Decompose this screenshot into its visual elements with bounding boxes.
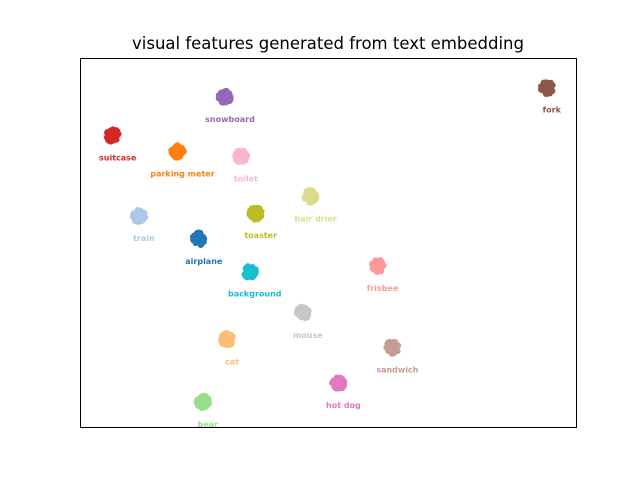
- point-hair-drier: [310, 195, 317, 202]
- scatter-marks: fork snowboard suitcase parking meter toilet…: [99, 79, 562, 429]
- cluster-sandwich: sandwich: [376, 338, 419, 375]
- point-toaster: [253, 205, 260, 212]
- cluster-label-mouse: mouse: [293, 331, 323, 340]
- point-hair-drier: [304, 193, 311, 200]
- cluster-label-airplane: airplane: [185, 257, 223, 266]
- point-hair-drier: [307, 187, 314, 194]
- point-hot-dog: [331, 383, 338, 390]
- point-toilet: [239, 148, 246, 155]
- cluster-label-hot-dog: hot dog: [326, 401, 361, 410]
- point-suitcase: [107, 138, 114, 145]
- point-bear: [199, 405, 206, 412]
- point-toaster: [253, 216, 260, 223]
- cluster-label-cat: cat: [225, 357, 239, 366]
- point-background: [241, 271, 248, 278]
- point-airplane: [189, 233, 196, 240]
- point-background: [249, 264, 256, 271]
- point-cat: [228, 340, 235, 347]
- cluster-toilet: toilet: [232, 147, 258, 184]
- point-suitcase: [112, 135, 119, 142]
- point-toaster: [257, 210, 264, 217]
- cluster-toaster: toaster: [244, 204, 277, 240]
- cluster-hot-dog: hot dog: [326, 374, 361, 410]
- cluster-hair-drier: hair drier: [295, 187, 337, 223]
- point-airplane: [195, 229, 202, 236]
- point-sandwich: [391, 345, 398, 352]
- cluster-snowboard: snowboard: [205, 87, 255, 124]
- point-background: [247, 268, 254, 275]
- point-toaster: [246, 211, 253, 218]
- cluster-suitcase: suitcase: [99, 126, 137, 163]
- point-fork: [545, 82, 552, 89]
- point-suitcase: [107, 127, 114, 134]
- cluster-frisbee: frisbee: [367, 256, 399, 293]
- point-background: [243, 264, 250, 271]
- cluster-label-suitcase: suitcase: [99, 154, 137, 163]
- point-hot-dog: [338, 380, 345, 387]
- point-bear: [201, 394, 208, 401]
- point-train: [133, 213, 140, 220]
- cluster-airplane: airplane: [185, 229, 223, 266]
- point-toilet: [233, 157, 240, 164]
- point-airplane: [192, 240, 199, 247]
- cluster-fork: fork: [537, 79, 562, 115]
- plot-area-frame: [80, 58, 577, 428]
- cluster-label-frisbee: frisbee: [367, 284, 399, 293]
- cluster-bear: bear: [193, 392, 219, 429]
- point-train: [138, 211, 145, 218]
- chart-title: visual features generated from text embe…: [132, 34, 524, 53]
- cluster-cat: cat: [218, 329, 239, 366]
- point-cat: [223, 340, 229, 347]
- point-cat: [228, 334, 235, 341]
- point-mouse: [303, 310, 310, 317]
- point-snowboard: [221, 94, 228, 101]
- cluster-label-hair-drier: hair drier: [295, 214, 337, 223]
- cluster-label-sandwich: sandwich: [376, 366, 418, 375]
- point-train: [138, 216, 145, 223]
- point-toilet: [242, 157, 249, 164]
- point-sandwich: [392, 340, 399, 347]
- point-parking-meter: [173, 143, 180, 150]
- point-cat: [224, 329, 231, 336]
- cluster-parking-meter: parking meter: [150, 142, 215, 178]
- point-cat: [218, 336, 225, 343]
- point-frisbee: [372, 259, 379, 266]
- cluster-label-toilet: toilet: [234, 175, 258, 184]
- cluster-background: background: [228, 263, 282, 299]
- cluster-label-bear: bear: [198, 420, 219, 429]
- cluster-label-fork: fork: [543, 106, 562, 115]
- point-suitcase: [112, 127, 119, 134]
- point-fork: [538, 83, 545, 90]
- point-sandwich: [386, 344, 393, 351]
- point-fork: [544, 90, 551, 97]
- point-toaster: [247, 207, 254, 214]
- point-airplane: [200, 233, 207, 240]
- cluster-label-parking-meter: parking meter: [150, 169, 214, 178]
- point-mouse: [302, 304, 309, 311]
- cluster-label-train: train: [133, 234, 155, 243]
- point-sandwich: [388, 349, 395, 356]
- cluster-label-toaster: toaster: [244, 231, 277, 240]
- cluster-mouse: mouse: [293, 303, 323, 340]
- cluster-train: train: [129, 207, 155, 243]
- cluster-label-snowboard: snowboard: [205, 115, 255, 124]
- point-parking-meter: [179, 149, 186, 156]
- cluster-label-background: background: [228, 290, 282, 299]
